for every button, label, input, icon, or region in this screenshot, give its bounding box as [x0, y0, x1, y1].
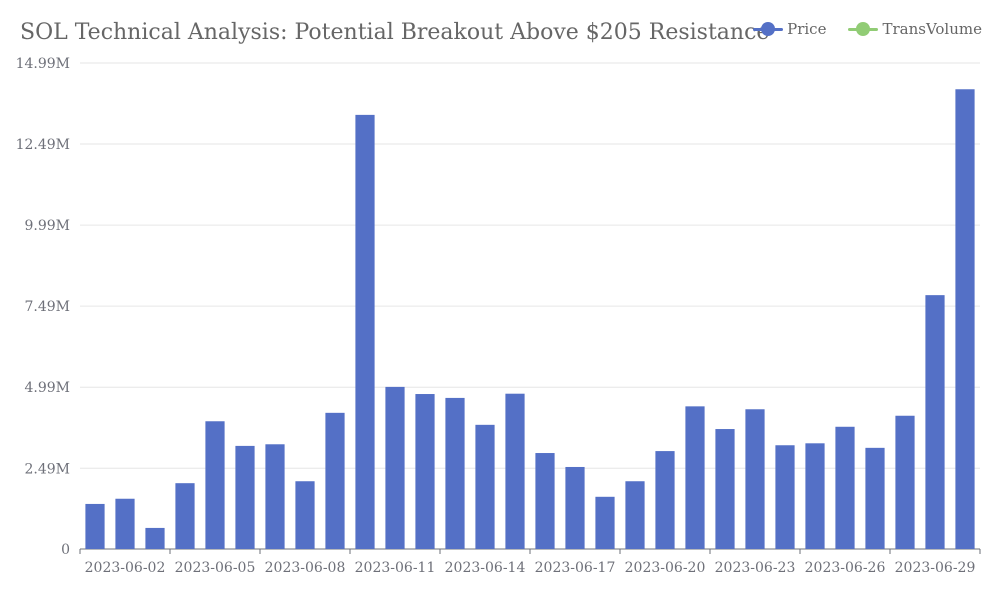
x-tick-label: 2023-06-23: [715, 560, 796, 576]
x-tick-label: 2023-06-29: [895, 560, 976, 576]
axes: [79, 548, 981, 554]
x-tick-label: 2023-06-11: [355, 560, 436, 576]
bar: [925, 295, 945, 549]
bar: [535, 453, 555, 549]
x-tick-label: 2023-06-05: [175, 560, 256, 576]
bar: [775, 445, 795, 549]
bar: [805, 443, 825, 549]
legend-marker-price: [753, 22, 784, 36]
legend-label-price: Price: [787, 20, 827, 38]
bar: [205, 421, 225, 549]
bar: [565, 466, 585, 549]
legend-item-transvolume[interactable]: TransVolume: [848, 20, 982, 38]
y-tick-label: 0: [61, 542, 70, 558]
legend-item-price[interactable]: Price: [753, 20, 826, 38]
bar: [865, 447, 885, 549]
y-tick-label: 14.99M: [16, 56, 70, 72]
bar: [175, 483, 195, 549]
x-tick-label: 2023-06-26: [805, 560, 886, 576]
bar: [115, 498, 135, 549]
bar: [415, 394, 435, 549]
bar: [235, 445, 255, 549]
y-tick-label: 4.99M: [24, 380, 70, 396]
bar: [745, 409, 765, 549]
x-tick-label: 2023-06-17: [535, 560, 616, 576]
bar: [625, 481, 645, 549]
bar: [505, 393, 525, 549]
legend-dot-price: [761, 22, 776, 36]
bar: [715, 429, 735, 549]
bar: [955, 89, 975, 549]
legend-label-transvolume: TransVolume: [882, 20, 982, 38]
y-tick-label: 2.49M: [24, 461, 70, 477]
legend: Price TransVolume: [753, 20, 982, 38]
legend-marker-transvolume: [848, 22, 879, 36]
bar: [295, 481, 315, 549]
x-tick-label: 2023-06-20: [625, 560, 706, 576]
bar: [475, 424, 495, 549]
chart-title: SOL Technical Analysis: Potential Breako…: [20, 20, 770, 45]
y-tick-label: 7.49M: [24, 299, 70, 315]
bar: [145, 527, 165, 549]
bar: [325, 412, 345, 549]
bar: [895, 415, 915, 549]
tick-labels: 0 2.49M 4.99M 7.49M 9.99M 12.49M 14.99M 2023-06…: [16, 56, 976, 576]
y-tick-label: 9.99M: [24, 218, 70, 234]
x-tick-label: 2023-06-14: [445, 560, 526, 576]
bar: [265, 444, 285, 549]
bar: [445, 397, 465, 549]
gridlines: [80, 62, 980, 469]
bar: [835, 426, 855, 549]
bar: [85, 503, 105, 549]
bar: [595, 496, 615, 549]
bar: [685, 406, 705, 549]
bars: [85, 89, 975, 550]
y-tick-label: 12.49M: [16, 137, 70, 153]
legend-dot-transvolume: [856, 22, 871, 36]
x-tick-label: 2023-06-02: [85, 560, 166, 576]
x-tick-label: 2023-06-08: [265, 560, 346, 576]
bar: [385, 386, 405, 549]
bar: [355, 114, 375, 550]
bar: [655, 451, 675, 549]
